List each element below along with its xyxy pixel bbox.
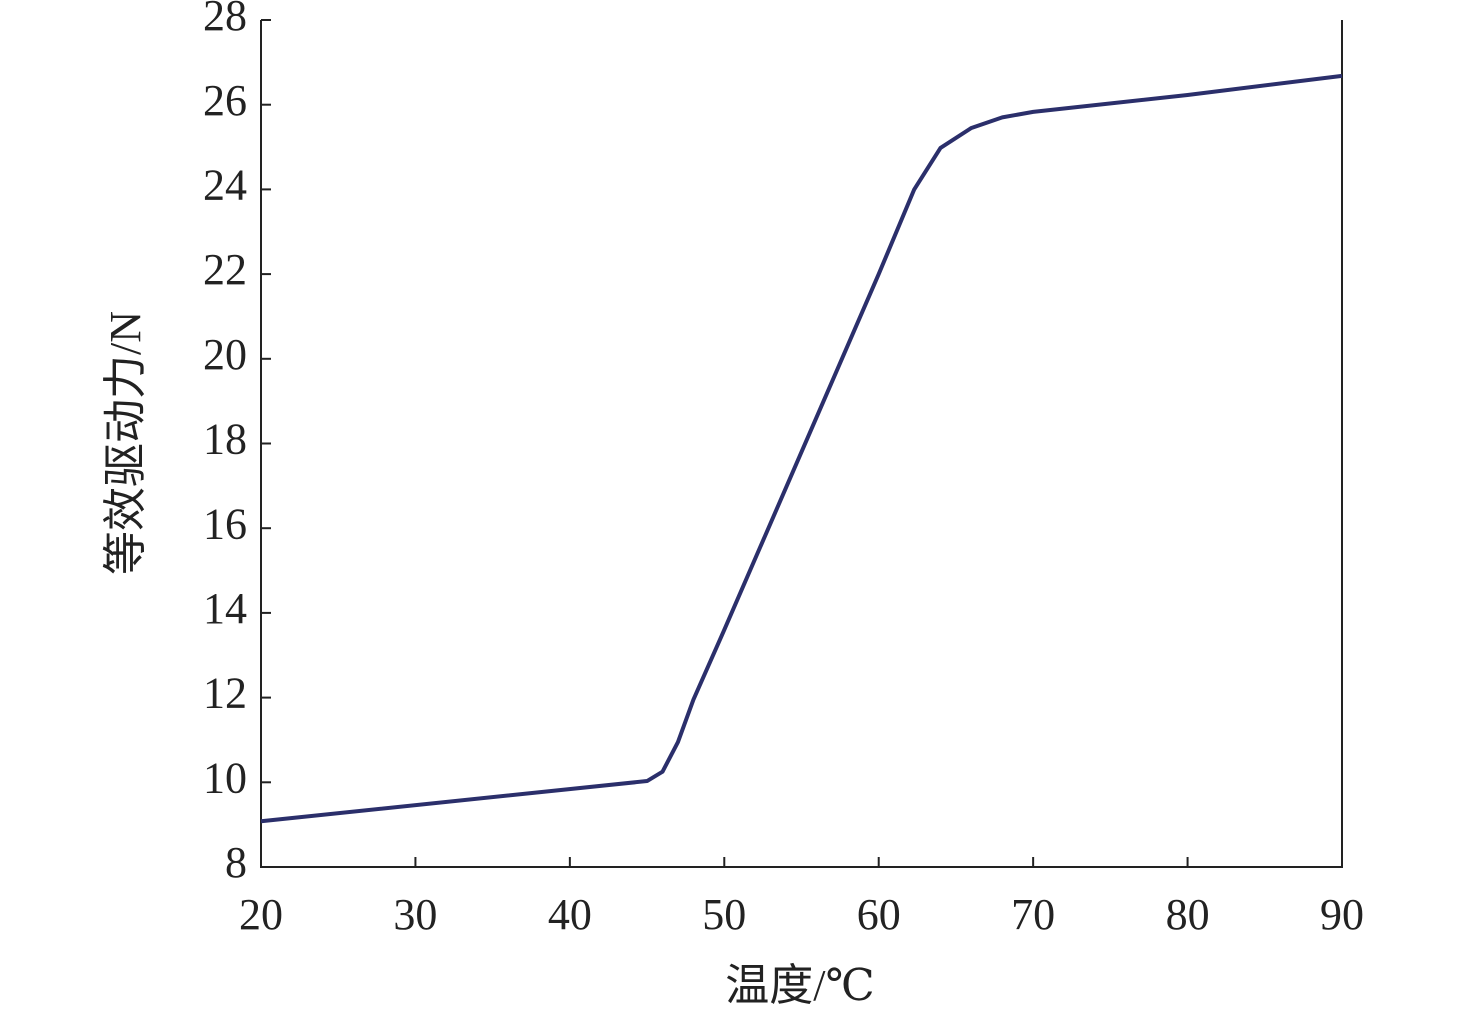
y-tick-label: 12 — [203, 669, 247, 718]
x-tick-label: 80 — [1166, 890, 1210, 939]
y-tick-label: 24 — [203, 160, 247, 209]
x-tick-label: 90 — [1320, 890, 1364, 939]
x-tick-label: 70 — [1011, 890, 1055, 939]
x-axis-label: 温度/℃ — [725, 961, 874, 1010]
y-tick-label: 14 — [203, 584, 247, 633]
axis-frame — [260, 20, 1343, 868]
y-axis-label: 等效驱动力/N — [101, 311, 150, 575]
y-tick-label: 10 — [203, 753, 247, 802]
x-tick-label: 60 — [857, 890, 901, 939]
y-tick-label: 16 — [203, 499, 247, 548]
x-tick-label: 30 — [393, 890, 437, 939]
y-tick-label: 20 — [203, 330, 247, 379]
y-tick-label: 8 — [225, 838, 247, 887]
data-line — [260, 73, 1343, 824]
y-tick-label: 26 — [203, 76, 247, 125]
y-tick-label: 22 — [203, 245, 247, 294]
y-tick-label: 28 — [203, 0, 247, 40]
x-tick-label: 50 — [702, 890, 746, 939]
y-tick-label: 18 — [203, 415, 247, 464]
x-tick-label: 40 — [548, 890, 592, 939]
x-tick-label: 20 — [239, 890, 283, 939]
